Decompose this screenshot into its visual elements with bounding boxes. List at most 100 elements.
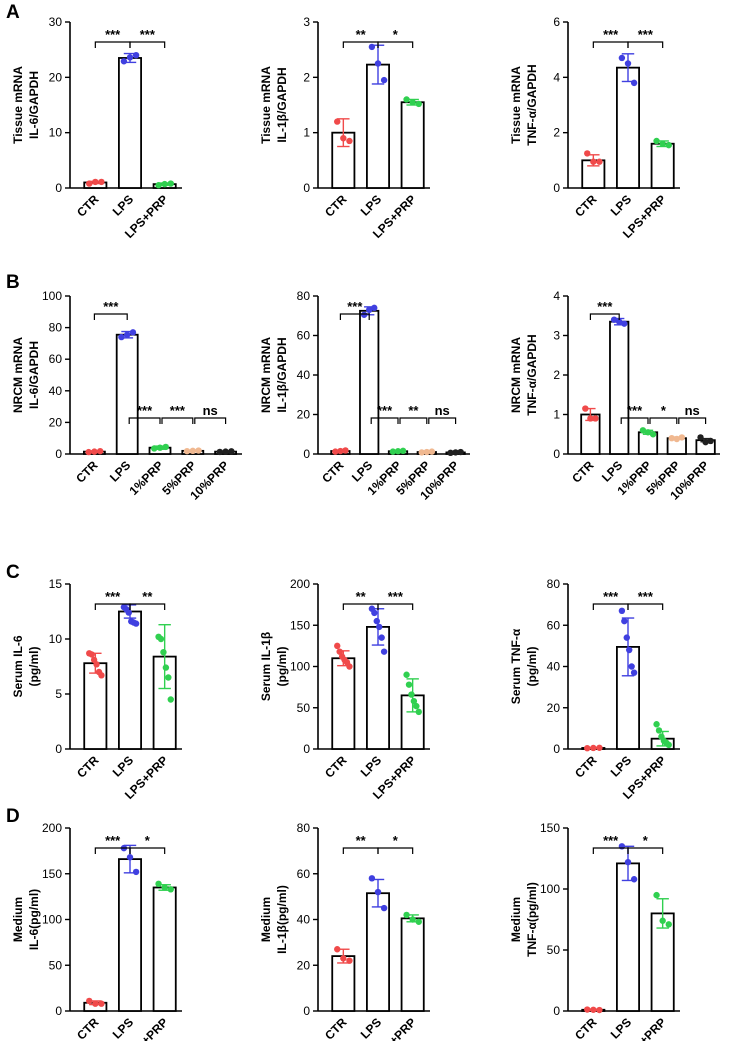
y-tick-label: 15 [49,577,63,591]
x-category-label: CTR [569,458,597,486]
y-axis-label: (pg/ml) [525,647,539,687]
panel-letter: A [6,2,20,23]
data-point [216,448,224,456]
data-point [228,448,235,455]
significance-bracket [93,313,128,320]
data-point [165,674,172,681]
y-axis-label: Tissue mRNA [11,66,25,144]
y-axis-label: NRCM mRNA [509,337,523,413]
data-point [408,691,415,698]
y-tick-label: 100 [42,289,62,303]
data-point [673,435,680,443]
significance-bracket [627,847,664,854]
y-axis-label: Tissue mRNA [509,66,523,144]
bar [331,955,356,1012]
y-tick-label: 4 [553,289,560,303]
panel-letter: D [6,806,20,827]
data-point [630,669,638,676]
bar [152,886,177,1012]
significance-label: *** [638,589,654,604]
y-tick-label: 0 [553,447,560,461]
significance-label: *** [140,27,156,42]
y-axis-label: Medium [509,897,523,942]
data-point [423,448,430,456]
data-point [623,634,630,641]
data-point [596,1006,603,1014]
y-tick-label: 200 [290,577,310,591]
data-point [653,891,660,899]
y-axis-label: Serum IL-6 [11,635,25,697]
data-point [167,696,174,703]
significance-label: ** [408,403,419,418]
significance-label: *** [103,299,119,314]
bar [616,66,640,189]
data-point [678,434,686,441]
data-point [360,311,368,318]
significance-bracket [377,847,414,854]
significance-bracket [94,41,131,48]
data-point [183,447,191,455]
data-point [92,178,99,186]
data-point [371,609,378,617]
data-point [96,447,104,455]
data-point [86,997,93,1005]
y-axis-label: Serum TNF-α [509,628,523,704]
data-point [132,868,140,876]
significance-bracket [649,417,678,424]
y-axis-label: TNF-α/GAPDH [525,334,539,415]
significance-label: *** [603,833,619,848]
y-tick-label: 0 [55,742,62,756]
x-category-label: 1%PRP [127,458,167,498]
y-tick-label: 40 [297,368,311,382]
data-point [403,911,410,919]
data-point [376,623,383,631]
y-tick-label: 150 [540,821,560,835]
data-point [659,917,666,924]
data-point [409,99,416,106]
significance-bracket [592,41,629,48]
x-category-label: LPS [358,1015,384,1041]
data-point [582,405,589,412]
y-axis-label: IL-1β(pg/ml) [275,885,289,954]
y-axis-label: Tissue mRNA [259,66,273,144]
y-tick-label: 40 [49,384,63,398]
data-point [92,1000,99,1007]
data-point [120,58,128,65]
y-tick-label: 20 [297,958,311,972]
y-tick-label: 80 [547,577,561,591]
data-point [630,876,638,883]
data-point [98,1000,105,1007]
y-axis-label: TNF-α/GAPDH [525,64,539,145]
y-axis-label: (pg/ml) [27,647,41,687]
data-point [584,744,591,752]
bar [331,657,356,750]
bar [609,320,630,455]
y-axis-label: IL-6/GAPDH [27,71,41,139]
y-tick-label: 100 [290,660,310,674]
y-axis-label: IL-1β/GAPDH [275,337,289,412]
data-point [630,79,638,87]
significance-label: * [393,27,399,42]
data-point [596,744,603,751]
significance-label: ns [203,403,218,418]
x-category-label: CTR [74,1015,102,1041]
data-point [126,54,134,61]
data-point [162,443,169,451]
significance-label: * [145,833,151,848]
bar [616,862,640,1012]
data-point [368,43,376,51]
data-point [653,137,660,145]
data-point [374,888,382,896]
data-point [665,141,672,149]
data-point [126,854,134,861]
x-category-label: CTR [572,1015,600,1041]
data-point [85,448,92,456]
y-tick-label: 5 [55,687,62,701]
data-point [161,180,168,188]
y-tick-label: 4 [553,70,560,84]
significance-label: *** [603,589,619,604]
data-point [342,447,349,454]
